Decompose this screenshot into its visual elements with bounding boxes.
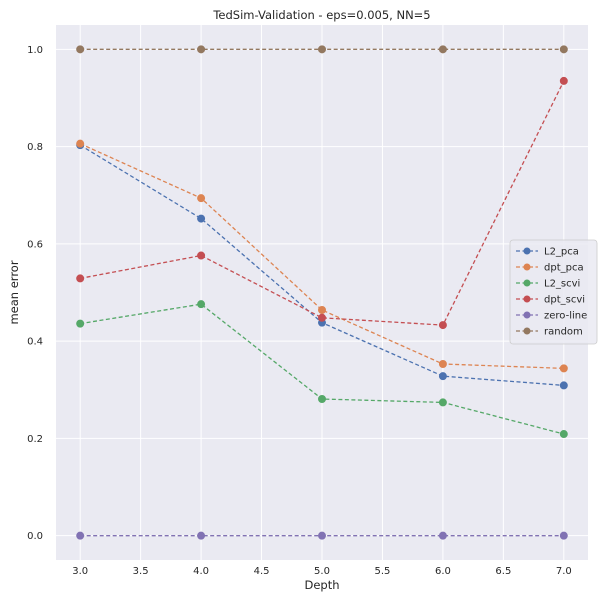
- data-point: [76, 139, 85, 148]
- y-tick-label: 0.6: [27, 239, 43, 250]
- data-point: [318, 313, 326, 322]
- series-random: [76, 45, 568, 54]
- data-point: [318, 306, 326, 315]
- y-axis-label: mean error: [7, 260, 21, 324]
- x-tick-label: 5.0: [314, 566, 330, 577]
- data-point: [438, 359, 447, 368]
- legend-marker: [523, 263, 531, 271]
- data-point: [559, 381, 568, 390]
- legend-marker: [523, 279, 531, 287]
- data-point: [318, 45, 326, 54]
- legend-label: zero-line: [544, 311, 587, 322]
- legend-item: L2_pca: [516, 247, 579, 258]
- x-tick-labels: 3.0 3.5 4.0 4.5 5.0 5.5 6.0 6.5 7.0: [72, 566, 572, 577]
- legend-label: L2_pca: [544, 247, 579, 258]
- legend-marker: [523, 247, 531, 255]
- data-point: [76, 274, 85, 283]
- series-line: [80, 80, 565, 326]
- legend-frame: [509, 239, 598, 345]
- y-tick-label: 0.4: [27, 337, 43, 348]
- legend-label: dpt_scvi: [544, 295, 585, 306]
- data-point: [438, 531, 447, 540]
- legend-item: random: [516, 327, 583, 338]
- y-tick-labels: 0.0 0.2 0.4 0.6 0.8 1.0: [27, 45, 43, 542]
- data-point: [438, 321, 447, 330]
- legend-label: dpt_pca: [544, 263, 584, 274]
- x-tick-label: 6.5: [495, 566, 511, 577]
- x-tick-label: 3.0: [72, 566, 88, 577]
- data-point: [76, 45, 85, 54]
- data-point: [197, 531, 206, 540]
- x-tick-label: 4.0: [193, 566, 209, 577]
- legend-marker: [523, 311, 531, 319]
- data-point: [438, 398, 447, 407]
- y-tick-label: 0.0: [27, 531, 43, 542]
- data-point: [559, 76, 568, 85]
- y-tick-label: 0.2: [27, 434, 43, 445]
- data-point: [438, 45, 447, 54]
- legend-item: zero-line: [516, 311, 587, 322]
- series-layer: [76, 45, 568, 540]
- data-point: [197, 194, 206, 203]
- data-point: [438, 372, 447, 381]
- x-axis-label: Depth: [304, 578, 339, 592]
- x-tick-label: 4.5: [254, 566, 270, 577]
- legend-label: L2_scvi: [544, 279, 580, 290]
- data-point: [559, 364, 568, 373]
- series-line: [79, 143, 564, 370]
- data-point: [559, 45, 568, 54]
- legend: L2_pca dpt_pca L2_scvi dpt_scvi zero-line ran…: [509, 239, 598, 345]
- data-point: [318, 531, 326, 540]
- legend-marker: [523, 295, 531, 303]
- x-tick-label: 3.5: [133, 566, 149, 577]
- chart-title: TedSim-Validation - eps=0.005, NN=5: [212, 8, 430, 22]
- data-point: [559, 430, 568, 439]
- legend-marker: [523, 327, 531, 335]
- legend-item: dpt_pca: [516, 263, 584, 274]
- series-L2_scvi: [76, 300, 568, 439]
- data-point: [197, 214, 206, 223]
- x-tick-label: 7.0: [556, 566, 572, 577]
- legend-item: L2_scvi: [516, 279, 580, 290]
- data-point: [76, 319, 85, 328]
- legend-item: dpt_scvi: [516, 295, 585, 306]
- legend-label: random: [544, 327, 583, 338]
- x-tick-label: 6.0: [435, 566, 451, 577]
- data-point: [318, 395, 326, 404]
- data-point: [559, 531, 568, 540]
- y-tick-label: 0.8: [27, 142, 43, 153]
- data-point: [76, 531, 85, 540]
- y-tick-label: 1.0: [27, 45, 43, 56]
- data-point: [197, 45, 206, 54]
- series-dpt_pca: [76, 139, 568, 373]
- x-tick-label: 5.5: [375, 566, 391, 577]
- data-point: [197, 251, 206, 260]
- data-point: [197, 300, 206, 309]
- series-dpt_scvi: [76, 76, 568, 330]
- series-zero-line: [76, 531, 568, 540]
